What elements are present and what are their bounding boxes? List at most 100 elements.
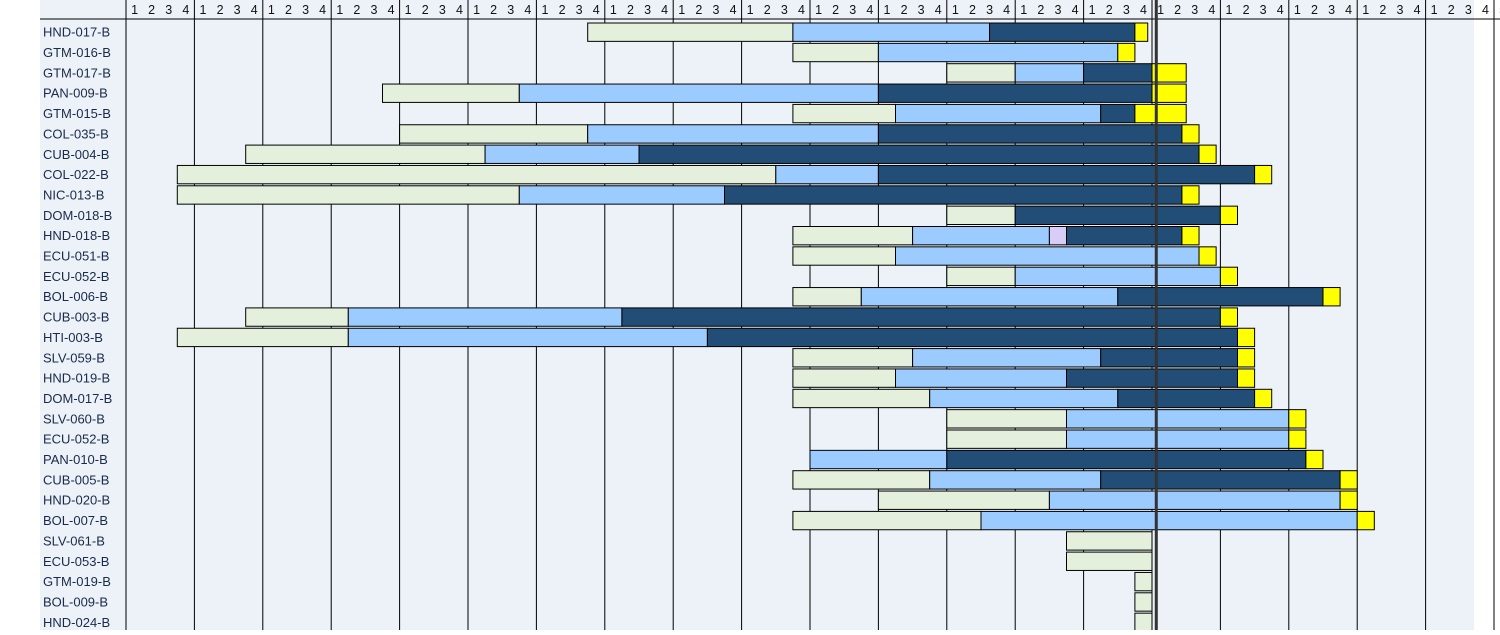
table-row: HND-018-B: [43, 226, 1200, 246]
row-label: BOL-009-B: [43, 594, 108, 609]
bar-segment-marker: [1198, 144, 1217, 164]
x-tick-label: 1: [405, 3, 412, 17]
x-tick-label: 1: [610, 3, 617, 17]
bar-segment-mid: [518, 83, 879, 103]
bar-segment-mid: [1014, 266, 1221, 287]
x-tick-label: 2: [1448, 3, 1455, 17]
x-tick-label: 3: [1191, 3, 1198, 17]
x-tick-label: 4: [456, 3, 463, 17]
bar-segment-light: [382, 83, 520, 103]
x-tick-label: 4: [1072, 3, 1079, 17]
x-tick-label: 4: [524, 3, 531, 17]
table-row: DOM-017-B: [43, 388, 1273, 409]
table-row: SLV-059-B: [43, 348, 1256, 368]
bar-segment-mid: [912, 348, 1102, 368]
bar-segment-dark: [1066, 226, 1183, 246]
x-tick-label: 4: [935, 3, 942, 17]
x-tick-label: 1: [131, 3, 138, 17]
bar-segment-mid: [484, 144, 640, 164]
x-tick-label: 3: [370, 3, 377, 17]
x-tick-label: 1: [952, 3, 959, 17]
row-label: CUB-005-B: [43, 472, 109, 487]
bar-segment-dark: [877, 124, 1183, 144]
bar-segment-marker: [1288, 429, 1307, 449]
table-row: HND-017-B: [43, 22, 1149, 42]
bar-segment-light: [792, 368, 897, 388]
row-label: GTM-016-B: [43, 45, 111, 60]
bar-segment-marker: [1181, 124, 1200, 144]
bar-segment-marker: [1151, 63, 1187, 83]
bar-segment-dark: [1100, 470, 1341, 490]
table-row: ECU-052-B: [43, 266, 1239, 287]
x-tick-label: 1: [1225, 3, 1232, 17]
bar-segment-mid: [860, 287, 1119, 307]
x-tick-label: 1: [1431, 3, 1438, 17]
table-row: HND-024-B: [43, 612, 1153, 633]
x-tick-label: 1: [473, 3, 480, 17]
bar-segment-light: [176, 185, 520, 205]
bar-segment-mid: [912, 226, 1050, 246]
row-label: BOL-007-B: [43, 513, 108, 528]
bar-segment-light: [176, 327, 349, 348]
x-tick-label: 3: [1260, 3, 1267, 17]
row-label: PAN-009-B: [43, 86, 108, 101]
x-tick-label: 4: [388, 3, 395, 17]
bar-segment-light: [792, 510, 982, 531]
bar-segment-light: [792, 246, 897, 266]
x-tick-label: 1: [336, 3, 343, 17]
x-tick-label: 2: [148, 3, 155, 17]
table-row: ECU-053-B: [43, 551, 1153, 571]
table-row: CUB-005-B: [43, 470, 1358, 490]
bar-segment-mid: [929, 388, 1119, 409]
x-tick-label: 1: [199, 3, 206, 17]
table-row: ECU-051-B: [43, 246, 1217, 266]
x-tick-label: 4: [593, 3, 600, 17]
bar-segment-dark: [1014, 205, 1221, 225]
bar-segment-marker: [1181, 185, 1200, 205]
bar-segment-mid: [809, 449, 948, 470]
x-tick-label: 1: [1020, 3, 1027, 17]
x-tick-label: 2: [217, 3, 224, 17]
current-period-line: [1154, 0, 1158, 630]
bar-segment-light: [399, 124, 589, 144]
row-label: PAN-010-B: [43, 452, 108, 467]
bar-segment-light: [1134, 612, 1153, 633]
bar-segment-light: [792, 42, 879, 63]
row-label: SLV-059-B: [43, 350, 105, 365]
bar-segment-marker: [1237, 368, 1256, 388]
x-tick-label: 1: [1294, 3, 1301, 17]
row-label: ECU-052-B: [43, 432, 109, 447]
x-tick-label: 2: [1379, 3, 1386, 17]
table-row: SLV-060-B: [43, 409, 1307, 429]
bar-segment-dark: [946, 449, 1307, 470]
x-tick-label: 2: [1311, 3, 1318, 17]
x-tick-label: 4: [319, 3, 326, 17]
row-label: ECU-053-B: [43, 554, 109, 569]
bar-segment-light: [946, 429, 1067, 449]
bar-segment-marker: [1117, 42, 1136, 63]
bar-segment-light: [176, 164, 777, 185]
row-label: COL-022-B: [43, 167, 109, 182]
table-row: BOL-006-B: [43, 287, 1341, 307]
bar-segment-light: [792, 348, 914, 368]
bar-segment-dark: [1083, 63, 1153, 83]
bar-segment-mid: [895, 246, 1200, 266]
bar-segment-marker: [1322, 287, 1341, 307]
row-label: HND-019-B: [43, 371, 110, 386]
x-tick-label: 2: [285, 3, 292, 17]
bar-segment-mid: [347, 327, 708, 348]
x-tick-label: 4: [1482, 3, 1489, 17]
bar-segment-mid: [929, 470, 1102, 490]
rows: HND-017-B GTM-016-B GTM-017-B PAN-009-B GTM-…: [43, 22, 1375, 635]
table-row: GTM-015-B: [43, 103, 1187, 124]
bar-segment-mid: [895, 103, 1102, 124]
table-row: SLV-061-B: [43, 531, 1153, 551]
bar-segment-mid: [877, 42, 1119, 63]
bar-segment-light: [587, 22, 794, 42]
bar-segment-dark: [877, 83, 1153, 103]
x-tick-label: 2: [1106, 3, 1113, 17]
bar-segment-light: [792, 287, 862, 307]
x-tick-label: 2: [1037, 3, 1044, 17]
bar-segment-light: [245, 144, 486, 164]
